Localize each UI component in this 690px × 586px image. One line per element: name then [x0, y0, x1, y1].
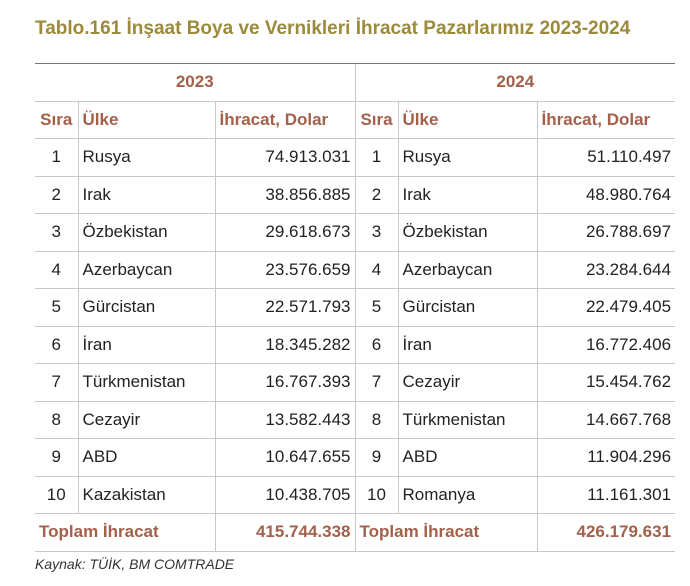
column-header: Sıra: [35, 101, 78, 139]
export-value: 74.913.031: [214, 138, 356, 177]
column-header: İhracat, Dolar: [536, 101, 676, 139]
country: Rusya: [77, 138, 215, 177]
rank: 8: [35, 401, 78, 439]
title: Tablo.161 İnşaat Boya ve Vernikleri İhra…: [35, 18, 631, 39]
total-label: Toplam İhracat: [354, 513, 538, 552]
country: Özbekistan: [77, 213, 215, 252]
country: Azerbaycan: [397, 251, 538, 289]
rank: 6: [354, 326, 399, 364]
country: İran: [397, 326, 538, 364]
export-value: 13.582.443: [214, 401, 356, 439]
country: Azerbaycan: [77, 251, 215, 289]
total-label: Toplam İhracat: [35, 513, 215, 552]
total-value: 415.744.338: [214, 513, 356, 552]
year-header: 2024: [354, 63, 676, 102]
rank: 4: [354, 251, 399, 289]
data-row: 5 Gürcistan 22.571.793 5 Gürcistan 22.479.405: [35, 288, 676, 327]
export-value: 16.767.393: [214, 363, 356, 402]
rank: 3: [354, 213, 399, 252]
data-row: 4 Azerbaycan 23.576.659 4 Azerbaycan 23.284.6…: [35, 251, 676, 289]
data-row: 10 Kazakistan 10.438.705 10 Romanya 11.161.30…: [35, 476, 676, 514]
country: Gürcistan: [77, 288, 215, 327]
export-value: 10.438.705: [214, 476, 356, 514]
rank: 8: [354, 401, 399, 439]
export-value: 16.772.406: [536, 326, 676, 364]
country: Irak: [77, 176, 215, 214]
rank: 5: [35, 288, 78, 327]
export-value: 38.856.885: [214, 176, 356, 214]
export-value: 11.904.296: [536, 438, 676, 477]
export-value: 14.667.768: [536, 401, 676, 439]
country: Özbekistan: [397, 213, 538, 252]
rank: 1: [35, 138, 78, 177]
rank: 10: [354, 476, 399, 514]
country: ABD: [397, 438, 538, 477]
country: Türkmenistan: [77, 363, 215, 402]
export-value: 22.571.793: [214, 288, 356, 327]
table: 2023 2024 Sıra Ülke İhracat, Dolar Sıra Ülke İh…: [35, 63, 676, 552]
data-row: 2 Irak 38.856.885 2 Irak 48.980.764: [35, 176, 676, 214]
data-row: 7 Türkmenistan 16.767.393 7 Cezayir 15.454.76…: [35, 363, 676, 402]
year-row: 2023 2024: [35, 63, 676, 102]
country: Kazakistan: [77, 476, 215, 514]
export-value: 23.576.659: [214, 251, 356, 289]
header-row: Sıra Ülke İhracat, Dolar Sıra Ülke İhracat, D…: [35, 101, 676, 139]
column-header: Ülke: [77, 101, 215, 139]
total-row: Toplam İhracat 415.744.338 Toplam İhracat 4…: [35, 513, 676, 552]
country: Cezayir: [77, 401, 215, 439]
country: İran: [77, 326, 215, 364]
rank: 9: [354, 438, 399, 477]
data-row: 9 ABD 10.647.655 9 ABD 11.904.296: [35, 438, 676, 477]
rank: 7: [354, 363, 399, 402]
rank: 5: [354, 288, 399, 327]
data-row: 1 Rusya 74.913.031 1 Rusya 51.110.497: [35, 138, 676, 177]
data-row: 6 İran 18.345.282 6 İran 16.772.406: [35, 326, 676, 364]
total-value: 426.179.631: [536, 513, 676, 552]
country: Cezayir: [397, 363, 538, 402]
export-value: 15.454.762: [536, 363, 676, 402]
export-value: 22.479.405: [536, 288, 676, 327]
rank: 7: [35, 363, 78, 402]
country: ABD: [77, 438, 215, 477]
column-header: Sıra: [354, 101, 399, 139]
export-value: 18.345.282: [214, 326, 356, 364]
column-header: Ülke: [397, 101, 538, 139]
country: Irak: [397, 176, 538, 214]
column-header: İhracat, Dolar: [214, 101, 356, 139]
rank: 6: [35, 326, 78, 364]
export-value: 48.980.764: [536, 176, 676, 214]
export-value: 26.788.697: [536, 213, 676, 252]
rank: 2: [35, 176, 78, 214]
export-value: 10.647.655: [214, 438, 356, 477]
source: Kaynak: TÜİK, BM COMTRADE: [35, 556, 235, 572]
rank: 1: [354, 138, 399, 177]
export-value: 23.284.644: [536, 251, 676, 289]
export-value: 11.161.301: [536, 476, 676, 514]
rank: 2: [354, 176, 399, 214]
export-value: 29.618.673: [214, 213, 356, 252]
rank: 3: [35, 213, 78, 252]
country: Romanya: [397, 476, 538, 514]
country: Gürcistan: [397, 288, 538, 327]
data-row: 3 Özbekistan 29.618.673 3 Özbekistan 26.788.6…: [35, 213, 676, 252]
country: Türkmenistan: [397, 401, 538, 439]
rank: 9: [35, 438, 78, 477]
year-header: 2023: [35, 63, 356, 102]
export-value: 51.110.497: [536, 138, 676, 177]
rank: 10: [35, 476, 78, 514]
rank: 4: [35, 251, 78, 289]
country: Rusya: [397, 138, 538, 177]
data-row: 8 Cezayir 13.582.443 8 Türkmenistan 14.667.76…: [35, 401, 676, 439]
